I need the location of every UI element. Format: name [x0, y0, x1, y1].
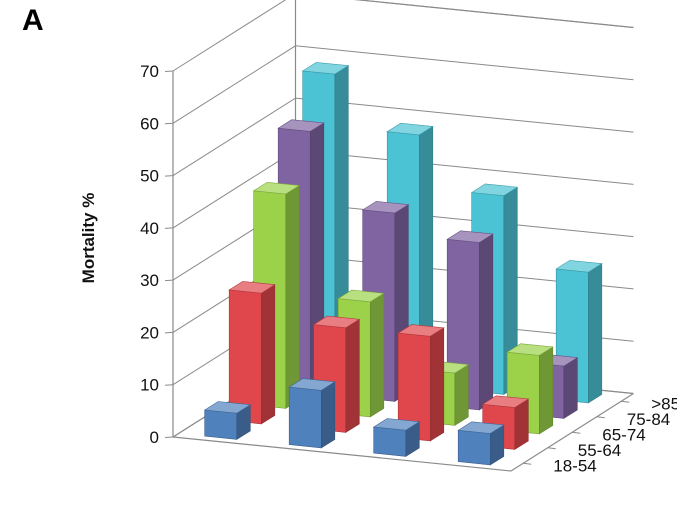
wall-edge: [172, 436, 512, 472]
tick-mark: [164, 227, 174, 229]
bar-top-face: [470, 183, 519, 197]
tick-mark: [164, 70, 174, 72]
gridline: [172, 97, 634, 177]
depth-tick: [547, 447, 556, 450]
bar-top-face: [555, 260, 603, 273]
depth-tick: [621, 400, 630, 403]
y-tick-label: 10: [140, 376, 159, 395]
bar: [372, 418, 421, 457]
series-label: 18-54: [553, 456, 596, 475]
bar-top-face: [506, 343, 554, 356]
tick-mark: [164, 122, 174, 125]
bar-side-face: [563, 357, 578, 419]
bar-top-face: [397, 324, 445, 337]
series-label: 75-84: [627, 410, 670, 429]
bar-top-face: [386, 122, 434, 136]
y-tick-label: 20: [140, 323, 159, 342]
bar-side-face: [538, 346, 554, 435]
bar-top-face: [228, 281, 276, 294]
bar-top-face: [277, 119, 325, 132]
y-tick-label: 30: [140, 271, 159, 290]
gridline: [172, 0, 634, 72]
y-tick-label: 50: [140, 167, 159, 186]
bar-side-face: [369, 292, 385, 418]
y-axis-ticks: 0 10 20 30 40 50 60 70: [140, 62, 174, 447]
bar-top-face: [337, 289, 385, 303]
depth-tick: [572, 431, 581, 434]
panel-label: A: [22, 4, 44, 37]
gridline: [172, 45, 634, 124]
bar-side-face: [429, 327, 445, 442]
series-label: >85: [651, 394, 677, 413]
bar-top-face: [446, 230, 494, 243]
series-label: 65-74: [602, 425, 645, 444]
bar-top-face: [301, 62, 350, 75]
bar-front-face: [373, 426, 407, 457]
bar: [288, 378, 336, 449]
bar-side-face: [320, 381, 336, 449]
bars: [203, 62, 603, 466]
bar-side-face: [478, 233, 494, 411]
bar: [203, 401, 252, 440]
y-axis-title: Mortality %: [79, 193, 98, 284]
bar-top-face: [312, 315, 361, 329]
y-tick-label: 40: [140, 219, 159, 238]
bar-front-face: [288, 386, 322, 449]
bar-side-face: [587, 263, 603, 404]
series-label: 55-64: [578, 441, 621, 460]
bar-side-face: [260, 284, 276, 425]
bar: [457, 421, 505, 466]
bar-top-face: [457, 421, 505, 434]
y-tick-label: 70: [140, 62, 159, 81]
bar-top-face: [288, 378, 336, 391]
wall-edge: [354, 0, 634, 29]
bar-top-face: [481, 395, 530, 408]
bar-side-face: [454, 364, 469, 426]
tick-mark: [164, 384, 174, 386]
bar-top-face: [252, 181, 301, 195]
bar-top-face: [203, 401, 252, 414]
bar: [397, 324, 445, 442]
tick-mark: [164, 436, 174, 438]
bar-front-face: [204, 409, 238, 440]
bar-side-face: [285, 184, 300, 409]
bar: [228, 281, 276, 425]
y-tick-label: 0: [150, 428, 159, 447]
bar-top-face: [361, 201, 410, 214]
bar-side-face: [345, 318, 360, 433]
bar-front-face: [457, 429, 491, 466]
tick-mark: [164, 175, 174, 177]
tick-mark: [164, 279, 174, 282]
tick-mark: [164, 331, 174, 334]
y-tick-label: 60: [140, 114, 159, 133]
depth-tick: [596, 416, 605, 419]
depth-tick: [523, 462, 532, 465]
bar-top-face: [372, 418, 421, 431]
